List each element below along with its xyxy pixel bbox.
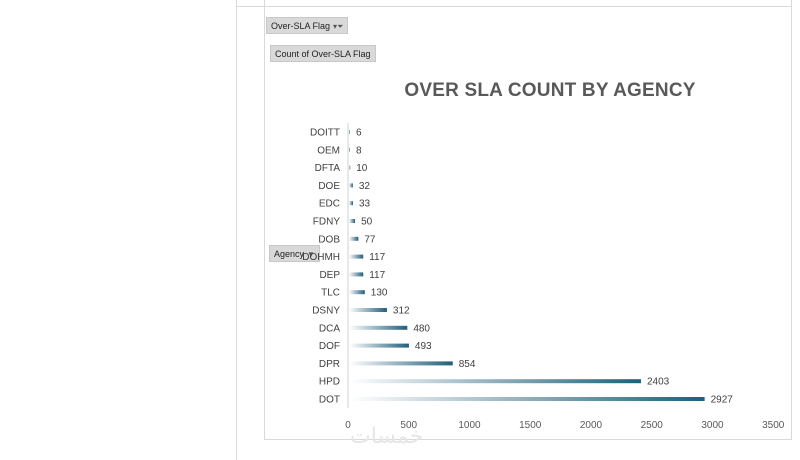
category-label: DOHMH [302, 252, 340, 263]
axis-field-button[interactable]: Agency ▼ [269, 245, 320, 262]
data-label: 32 [359, 181, 371, 192]
values-field-button[interactable]: Count of Over-SLA Flag [270, 45, 376, 62]
bar [349, 201, 354, 206]
data-label: 854 [459, 359, 476, 370]
sheet-top-rule [237, 6, 792, 7]
x-tick-label: 3500 [762, 420, 785, 431]
category-label: DPR [319, 359, 340, 370]
values-field-label: Count of Over-SLA Flag [275, 49, 371, 59]
bar [349, 325, 408, 330]
bar [349, 236, 359, 241]
category-label: DEP [319, 270, 340, 281]
x-tick-label: 0 [345, 420, 351, 431]
bar [349, 361, 453, 366]
x-tick-label: 3000 [701, 420, 724, 431]
filter-dropdown-icon[interactable]: ▾⏷ [333, 22, 344, 31]
filter-field-button[interactable]: Over-SLA Flag ▾⏷ [266, 17, 349, 34]
data-label: 2403 [647, 377, 670, 388]
category-label: DOE [318, 181, 340, 192]
category-label: DOT [319, 395, 340, 406]
category-label: HPD [319, 377, 340, 388]
data-label: 10 [356, 163, 368, 174]
category-label: FDNY [313, 217, 341, 228]
x-tick-label: 1500 [519, 420, 542, 431]
bar [349, 379, 641, 384]
watermark: خمسات [350, 424, 424, 449]
data-label: 2927 [711, 395, 734, 406]
bar [349, 183, 353, 188]
data-label: 33 [359, 199, 371, 210]
category-label: OEM [317, 145, 340, 156]
bar [349, 219, 356, 223]
x-tick-label: 1000 [458, 420, 481, 431]
data-label: 480 [413, 323, 430, 334]
bar [349, 343, 409, 348]
category-label: DCA [319, 323, 340, 334]
bar [349, 272, 364, 277]
bar [349, 254, 364, 259]
bar [349, 290, 365, 295]
bar [349, 308, 387, 312]
chart-area[interactable] [264, 0, 792, 440]
category-label: DOB [318, 234, 340, 245]
bar [349, 397, 705, 401]
sheet-divider [236, 0, 237, 460]
axis-field-label: Agency [274, 249, 305, 259]
data-label: 8 [356, 145, 362, 156]
category-label: DFTA [315, 163, 341, 174]
filter-field-label: Over-SLA Flag [271, 21, 331, 31]
data-label: 77 [364, 234, 376, 245]
data-label: 117 [369, 252, 385, 263]
category-label: DSNY [312, 306, 340, 317]
bar [349, 130, 350, 134]
data-label: 312 [393, 306, 410, 317]
x-tick-label: 500 [400, 420, 417, 431]
category-label: DOF [319, 341, 340, 352]
category-label: DOITT [310, 128, 340, 139]
dropdown-arrow-icon[interactable]: ▼ [307, 250, 315, 259]
x-tick-label: 2000 [580, 420, 603, 431]
data-label: 493 [415, 341, 432, 352]
x-tick-label: 2500 [641, 420, 664, 431]
data-label: 130 [371, 288, 388, 299]
chart-title: OVER SLA COUNT BY AGENCY [404, 80, 696, 101]
bar [349, 147, 350, 152]
data-label: 50 [361, 217, 373, 228]
bar [349, 165, 351, 170]
category-label: TLC [321, 288, 340, 299]
data-label: 117 [369, 270, 385, 281]
data-label: 6 [356, 128, 362, 139]
category-label: EDC [319, 199, 340, 210]
